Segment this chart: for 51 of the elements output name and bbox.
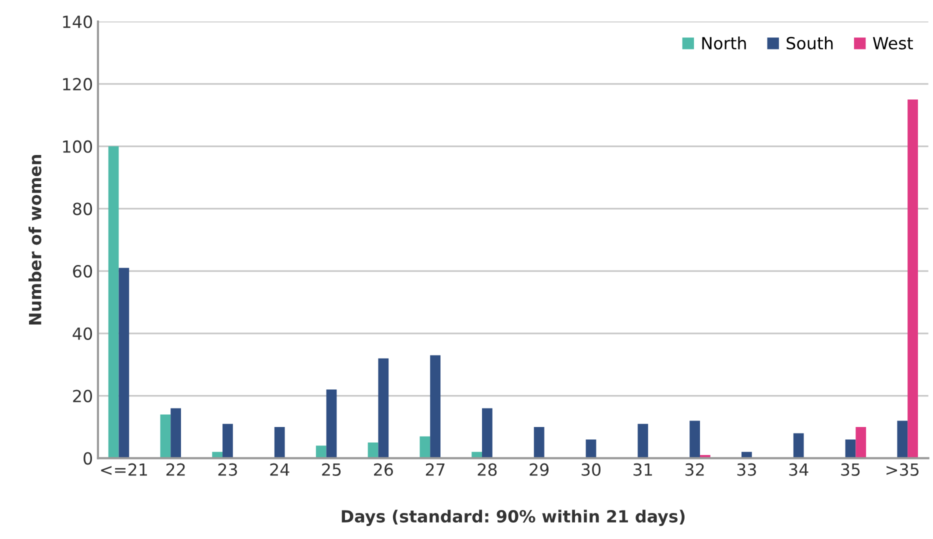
y-tick-label: 80 [73,202,92,216]
x-tick-label: 34 [789,463,808,476]
bar [108,146,119,458]
bar [274,426,285,458]
bar [534,426,544,458]
legend-label: West [872,37,913,50]
y-tick-label: 0 [84,452,92,465]
y-tick-label: 60 [73,265,92,278]
bar [793,433,804,458]
x-tick-label: 26 [374,463,393,476]
legend-label: North [702,36,746,50]
bar [482,408,492,458]
x-tick-label: 33 [737,463,756,476]
x-tick-label: 35 [841,463,860,476]
bar [118,268,130,458]
x-tick-label: <=21 [101,463,147,476]
x-tick-label: 28 [478,463,497,476]
y-tick-label: 100 [63,140,92,153]
x-tick-label: 24 [270,463,290,476]
x-tick-label: 23 [218,463,237,476]
bar [222,424,233,458]
bar [316,446,326,458]
bar [170,408,181,458]
bar [430,355,440,458]
bar [856,426,866,458]
bar [638,424,648,458]
x-tick-label: 31 [634,463,652,476]
y-tick-label: 120 [63,78,92,90]
x-axis-title: Days (standard: 90% within 21 days) [342,510,685,526]
legend-label: South [786,36,833,50]
bar [378,358,389,458]
y-axis-title: Number of women [28,154,42,324]
bar [160,414,171,458]
bar [368,442,378,458]
y-tick-label: 40 [72,327,92,340]
y-tick-label: 20 [73,390,92,402]
bar [420,436,430,458]
x-tick-label: 25 [322,463,341,476]
bar [586,439,596,458]
bar [897,420,908,458]
x-tick-label: 29 [530,463,549,476]
x-tick-label: 30 [582,463,600,476]
x-tick-label: 22 [166,463,185,476]
x-tick-label: 27 [426,463,444,476]
bar [690,420,700,458]
bar [845,439,856,458]
bar [908,100,918,458]
x-tick-label: >35 [886,463,919,476]
x-tick-label: 32 [685,463,704,476]
y-tick-label: 140 [63,16,92,28]
bar [326,390,337,458]
